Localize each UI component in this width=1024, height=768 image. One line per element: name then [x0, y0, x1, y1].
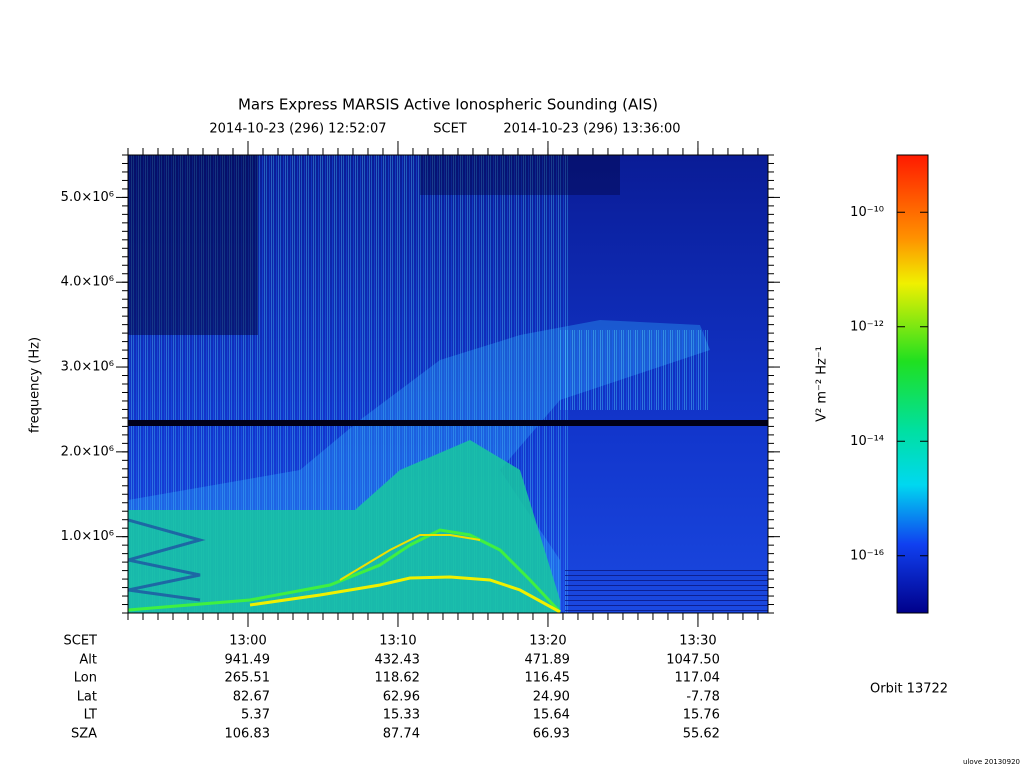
start-time: 2014-10-23 (296) 12:52:07: [209, 122, 386, 137]
y-tick-label: 1.0×10⁶: [61, 529, 114, 544]
x-tick-label: 13:30: [679, 634, 716, 649]
ephemeris-value: 82.67: [233, 690, 270, 705]
x-tick-label: 13:10: [379, 634, 416, 649]
ephemeris-label: Lat: [77, 690, 97, 705]
colorbar-tick-label: 10⁻¹⁶: [850, 548, 884, 563]
colorbar-tick-label: 10⁻¹⁴: [850, 434, 884, 449]
y-axis-label: frequency (Hz): [28, 337, 43, 433]
orbit: Orbit 13722: [870, 682, 948, 697]
spectrogram-image: [128, 155, 768, 613]
ephemeris-value: 15.33: [383, 708, 420, 723]
ephemeris-value: 66.93: [533, 727, 570, 742]
ephemeris-value: 87.74: [383, 727, 420, 742]
colorbar: [896, 154, 929, 614]
ephemeris-value: 265.51: [224, 671, 270, 686]
x-tick-label: 13:00: [229, 634, 266, 649]
ephemeris-value: 106.83: [224, 727, 270, 742]
y-tick-label: 4.0×10⁶: [61, 275, 114, 290]
ephemeris-value: 116.45: [524, 671, 570, 686]
colorbar-tick-label: 10⁻¹²: [850, 319, 884, 334]
ephemeris-value: 24.90: [533, 690, 570, 705]
ephemeris-label: Lon: [74, 671, 97, 686]
ephemeris-value: -7.78: [686, 690, 720, 705]
footer: ulove 20130920: [963, 758, 1020, 766]
ephemeris-value: 15.76: [683, 708, 720, 723]
ephemeris-value: 471.89: [524, 653, 570, 668]
y-tick-label: 3.0×10⁶: [61, 360, 114, 375]
colorbar-tick-label: 10⁻¹⁰: [850, 205, 884, 220]
ephemeris-value: 5.37: [241, 708, 270, 723]
time-system: SCET: [433, 122, 467, 137]
ephemeris-label: Alt: [79, 653, 97, 668]
ephemeris-label: SZA: [71, 727, 97, 742]
y-tick-label: 5.0×10⁶: [61, 190, 114, 205]
ephemeris-value: 941.49: [224, 653, 270, 668]
ephemeris-label: SCET: [64, 634, 98, 649]
ephemeris-label: LT: [84, 708, 97, 723]
ephemeris-value: 15.64: [533, 708, 570, 723]
ephemeris-value: 117.04: [674, 671, 720, 686]
colorbar-label: V² m⁻² Hz⁻¹: [815, 346, 830, 422]
end-time: 2014-10-23 (296) 13:36:00: [503, 122, 680, 137]
ephemeris-value: 62.96: [383, 690, 420, 705]
ephemeris-value: 432.43: [374, 653, 420, 668]
y-tick-label: 2.0×10⁶: [61, 444, 114, 459]
chart-title: Mars Express MARSIS Active Ionospheric S…: [238, 96, 658, 114]
ephemeris-value: 118.62: [374, 671, 420, 686]
ephemeris-value: 1047.50: [666, 653, 720, 668]
x-tick-label: 13:20: [529, 634, 566, 649]
ephemeris-value: 55.62: [683, 727, 720, 742]
